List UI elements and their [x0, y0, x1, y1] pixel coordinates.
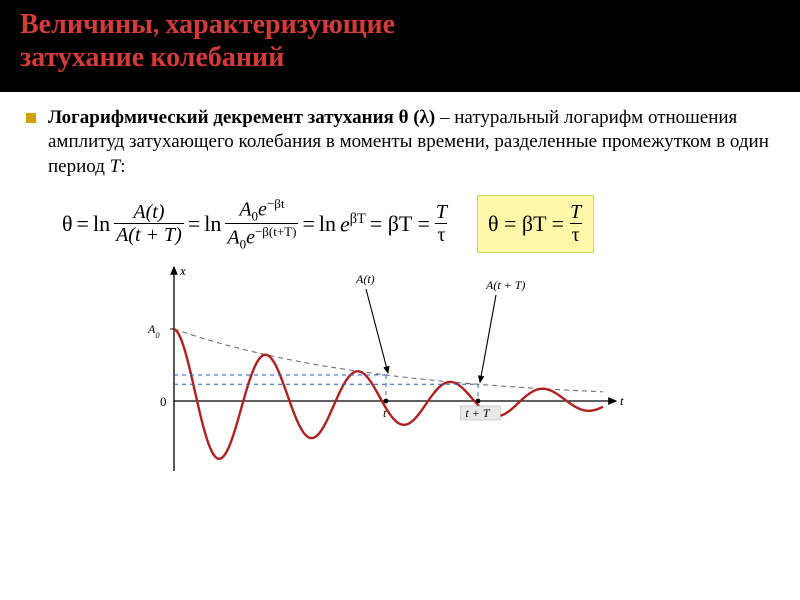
content-area: Логарифмический декремент затухания θ (λ…	[0, 92, 800, 484]
frac-1: A(t) A(t + T)	[114, 202, 184, 246]
sym-ln2: ln	[204, 211, 221, 237]
f2n-a: A	[239, 198, 251, 220]
hl-frac: T τ	[568, 202, 583, 246]
f3-den: τ	[435, 223, 447, 246]
formula-row: θ = ln A(t) A(t + T) = ln A0e−βt A0e−β(t…	[26, 179, 774, 253]
sym-eq1: =	[77, 211, 89, 237]
f2n-exp: −βt	[267, 196, 285, 211]
svg-text:x: x	[179, 263, 186, 278]
bullet-icon	[26, 113, 36, 123]
title-line-1: Величины, характеризующие	[20, 8, 780, 41]
f2d-exp: −β(t+T)	[255, 224, 297, 239]
term-tail: :	[120, 156, 125, 177]
frac1-den: A(t + T)	[116, 224, 182, 246]
sym-ln1: ln	[93, 211, 110, 237]
sym-betaT: = βT =	[370, 211, 430, 237]
title-header: Величины, характеризующие затухание коле…	[0, 0, 800, 92]
frac-2: A0e−βt A0e−β(t+T)	[225, 197, 298, 252]
term-bold: Логарифмический декремент затухания θ (λ…	[48, 107, 435, 128]
f2d-a: A	[227, 227, 239, 249]
sym-eq3: =	[302, 211, 314, 237]
highlight-equation: θ = βT = T τ	[477, 195, 594, 253]
bullet-item: Логарифмический декремент затухания θ (λ…	[26, 106, 774, 179]
svg-text:A(t): A(t)	[355, 272, 375, 286]
f2d-e: e	[246, 227, 255, 249]
period-symbol: T	[110, 156, 121, 177]
definition-paragraph: Логарифмический декремент затухания θ (λ…	[48, 106, 774, 179]
svg-text:t: t	[620, 393, 624, 408]
frac1-num: A(t)	[133, 201, 164, 223]
main-equation: θ = ln A(t) A(t + T) = ln A0e−βt A0e−β(t…	[62, 197, 449, 252]
lne-e: e	[340, 211, 350, 236]
f3-num: T	[436, 201, 447, 223]
svg-text:A0: A0	[147, 322, 160, 340]
sym-ln3: ln	[319, 211, 336, 237]
frac-3: T τ	[434, 202, 449, 246]
title-line-2: затухание колебаний	[20, 41, 780, 74]
hlf-den: τ	[570, 223, 582, 246]
lne-exp: βT	[350, 211, 366, 227]
svg-text:0: 0	[160, 394, 167, 409]
svg-text:A(t + T): A(t + T)	[485, 278, 525, 292]
hl-left: θ = βT =	[488, 211, 564, 237]
sym-eq2: =	[188, 211, 200, 237]
svg-text:t + T: t + T	[465, 406, 490, 420]
damped-oscillation-chart: xt0A0A(t)A(t + T)tt + T	[116, 259, 636, 479]
ln-e-term: eβT	[340, 211, 366, 237]
hlf-num: T	[570, 201, 581, 223]
f2n-e: e	[258, 198, 267, 220]
chart-container: xt0A0A(t)A(t + T)tt + T	[26, 253, 774, 484]
sym-theta: θ	[62, 211, 73, 237]
